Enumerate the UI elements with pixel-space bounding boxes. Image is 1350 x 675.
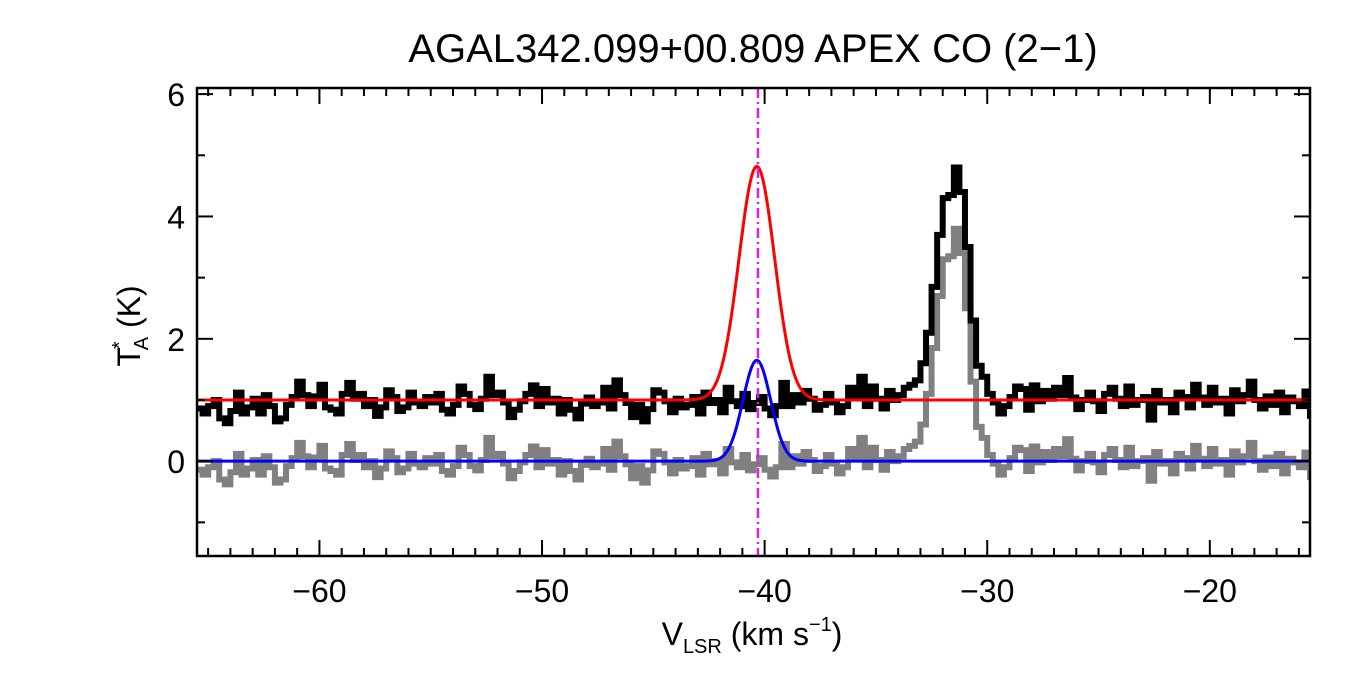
x-label-units-close: ) <box>832 616 843 652</box>
chart-title: AGAL342.099+00.809 APEX CO (2−1) <box>408 27 1097 71</box>
x-label-units-sup: −1 <box>809 614 832 636</box>
y-tick-label: 2 <box>167 322 185 358</box>
fit-curves-layer <box>197 164 1310 463</box>
y-label-units: (K) <box>111 285 147 337</box>
y-tick-label: 0 <box>167 444 185 480</box>
residual-spectrum-line <box>197 225 1310 488</box>
x-axis-label: VLSR (km s−1) <box>662 614 843 658</box>
y-label-main: T <box>111 347 147 367</box>
x-tick-label: −60 <box>292 573 346 609</box>
x-tick-label: −40 <box>737 573 791 609</box>
fit-curve-1 <box>197 358 1310 463</box>
x-tick-label: −20 <box>1183 573 1237 609</box>
axis-ticks <box>197 88 1310 556</box>
series-layer <box>197 164 1310 488</box>
y-axis-label: T*A (K) <box>109 285 153 366</box>
y-label-sup: * <box>109 341 131 349</box>
axes-layer: −60 −50 −40 −30 −20 0 2 4 6 <box>167 77 1312 609</box>
offset-spectrum-line <box>197 164 1310 427</box>
y-tick-label: 4 <box>167 199 185 235</box>
x-tick-label: −50 <box>515 573 569 609</box>
x-label-main: V <box>662 616 684 652</box>
y-label-sub: A <box>131 336 153 350</box>
fit-curve-0 <box>197 164 1310 402</box>
x-label-sub: LSR <box>683 636 722 658</box>
x-label-units: (km s <box>722 616 809 652</box>
y-tick-label: 6 <box>167 77 185 113</box>
tick-labels: −60 −50 −40 −30 −20 0 2 4 6 <box>167 77 1237 609</box>
plot-frame <box>195 86 1312 558</box>
x-tick-label: −30 <box>960 573 1014 609</box>
